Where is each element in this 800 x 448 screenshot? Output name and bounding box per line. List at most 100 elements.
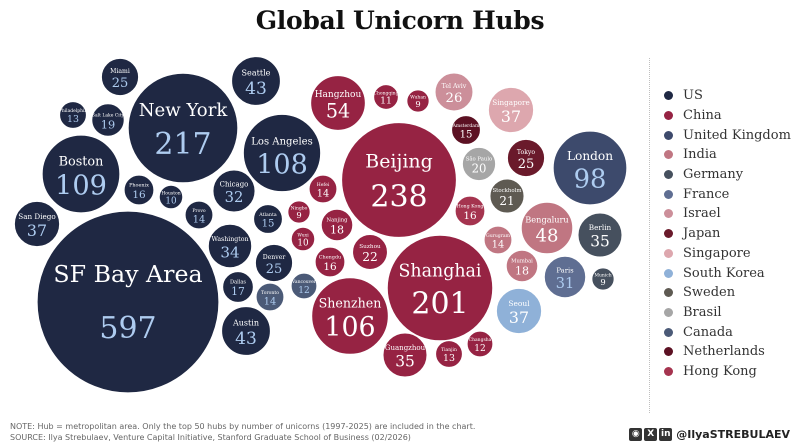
legend-swatch-sweden bbox=[664, 288, 673, 298]
bubble-circle-wuhan bbox=[406, 89, 430, 113]
bubble-value-seattle: 43 bbox=[245, 79, 267, 99]
legend-label-united-kingdom: United Kingdom bbox=[683, 127, 791, 143]
bubble-label-tokyo: Tokyo bbox=[517, 149, 535, 156]
bubble-label-phoenix: Phoenix bbox=[129, 183, 149, 189]
brand-handle[interactable]: @IlyaSTREBULAEV bbox=[676, 428, 790, 441]
bubble-circle-london bbox=[552, 130, 628, 206]
bubble-circle-mumbai bbox=[505, 249, 539, 283]
legend-swatch-india bbox=[664, 150, 673, 160]
bubble-circle-new-york bbox=[127, 72, 239, 184]
bubble-label-wuhan: Wuhan bbox=[410, 95, 426, 101]
bubble-value-denver: 25 bbox=[266, 262, 283, 277]
bubble-circle-tel-aviv bbox=[434, 72, 474, 112]
legend-swatch-south-korea bbox=[664, 268, 673, 278]
bubble-label-hefei: Hefei bbox=[317, 182, 330, 188]
legend-item-south-korea: South Korea bbox=[664, 263, 791, 283]
bubble-circle-toronto bbox=[255, 282, 285, 312]
bubble-value-berlin: 35 bbox=[590, 233, 610, 251]
legend-label-sweden: Sweden bbox=[683, 285, 736, 301]
bubble-circle-gurugram bbox=[483, 225, 513, 255]
bubble-circle-shanghai bbox=[386, 234, 494, 342]
bubble-label-los-angeles: Los Angeles bbox=[251, 136, 313, 147]
bubble-label-stockholm: Stockholm bbox=[492, 188, 521, 194]
bubble-label-washington: Washington bbox=[212, 236, 249, 243]
bubble-value-seoul: 37 bbox=[509, 308, 529, 327]
bubble-label-london: London bbox=[567, 149, 613, 163]
bubble-value-amsterdam: 15 bbox=[460, 130, 473, 141]
bubble-circle-berlin bbox=[577, 212, 623, 258]
legend-label-hong-kong: Hong Kong bbox=[683, 363, 757, 379]
bubble-value-gurugram: 14 bbox=[492, 239, 504, 250]
bubble-value-atlanta: 15 bbox=[262, 219, 275, 230]
bubble-label-shanghai: Shanghai bbox=[399, 261, 482, 281]
bubble-label-ningbo: Ningbo bbox=[291, 206, 308, 212]
bubble-value-chengdu: 16 bbox=[323, 261, 336, 273]
chart-title: Global Unicorn Hubs bbox=[255, 6, 545, 35]
bubble-circle-beijing bbox=[341, 122, 457, 238]
bubble-label-chongqing: Chongqing bbox=[374, 90, 399, 96]
bubble-label-philadelphia: Philadelphia bbox=[59, 108, 88, 114]
bubble-value-shenzhen: 106 bbox=[324, 312, 375, 343]
bubble-los-angeles: Los Angeles 108 bbox=[242, 113, 322, 193]
bubble-circle-atlanta bbox=[253, 204, 283, 234]
legend-swatch-united-kingdom bbox=[664, 130, 673, 140]
brand: ◉ X in @IlyaSTREBULAEV bbox=[629, 428, 790, 441]
bubble-label-sao-paulo: São Paulo bbox=[466, 155, 492, 162]
bubble-label-nanjing: Nanjing bbox=[327, 218, 349, 224]
bubble-value-suzhou: 22 bbox=[362, 250, 378, 264]
bubble-label-guangzhou: Guangzhou bbox=[385, 343, 426, 352]
legend-divider bbox=[649, 58, 650, 413]
bubble-circle-vancouver bbox=[290, 272, 318, 300]
bubble-circle-los-angeles bbox=[242, 113, 322, 193]
legend: US China United Kingdom India Germany France I… bbox=[664, 86, 791, 381]
bubble-value-tokyo: 25 bbox=[518, 157, 535, 172]
bubble-value-wuhan: 9 bbox=[415, 99, 420, 109]
bubble-value-new-york: 217 bbox=[154, 127, 211, 162]
bubble-paris: Paris 31 bbox=[543, 255, 587, 299]
bubble-label-shenzhen: Shenzhen bbox=[319, 296, 382, 311]
bubble-circle-miami bbox=[100, 57, 140, 97]
bubble-value-bengaluru: 48 bbox=[536, 226, 559, 247]
bubble-circle-boston bbox=[41, 134, 121, 214]
x-icon[interactable]: X bbox=[644, 428, 658, 441]
bubble-circle-hefei bbox=[308, 174, 338, 204]
bubble-value-shanghai: 201 bbox=[411, 286, 468, 321]
bubble-value-vancouver: 12 bbox=[298, 286, 309, 296]
bubble-new-york: New York 217 bbox=[127, 72, 239, 184]
bubble-label-beijing: Beijing bbox=[365, 150, 432, 172]
bubble-circle-bengaluru bbox=[520, 201, 574, 255]
bubble-circle-chengdu bbox=[314, 246, 346, 278]
instagram-icon[interactable]: ◉ bbox=[629, 428, 643, 441]
bubble-value-wuxi: 10 bbox=[297, 238, 309, 248]
bubble-circle-provo bbox=[184, 200, 214, 230]
bubble-circle-salt-lake-city bbox=[91, 103, 125, 137]
bubble-label-dallas: Dallas bbox=[230, 280, 246, 286]
legend-label-france: France bbox=[683, 186, 730, 202]
bubble-label-seattle: Seattle bbox=[242, 69, 271, 78]
legend-label-germany: Germany bbox=[683, 167, 744, 183]
bubble-label-singapore: Singapore bbox=[492, 98, 529, 107]
bubble-label-changsha: Changsha bbox=[469, 337, 492, 343]
bubble-circle-seoul bbox=[495, 287, 543, 335]
legend-swatch-china bbox=[664, 111, 673, 121]
bubble-label-atlanta: Atlanta bbox=[258, 212, 277, 218]
linkedin-icon[interactable]: in bbox=[659, 428, 673, 441]
bubble-label-bengaluru: Bengaluru bbox=[525, 214, 568, 224]
bubble-label-chengdu: Chengdu bbox=[319, 255, 341, 261]
legend-swatch-hong-kong bbox=[664, 366, 673, 376]
bubble-label-provo: Provo bbox=[192, 208, 206, 214]
